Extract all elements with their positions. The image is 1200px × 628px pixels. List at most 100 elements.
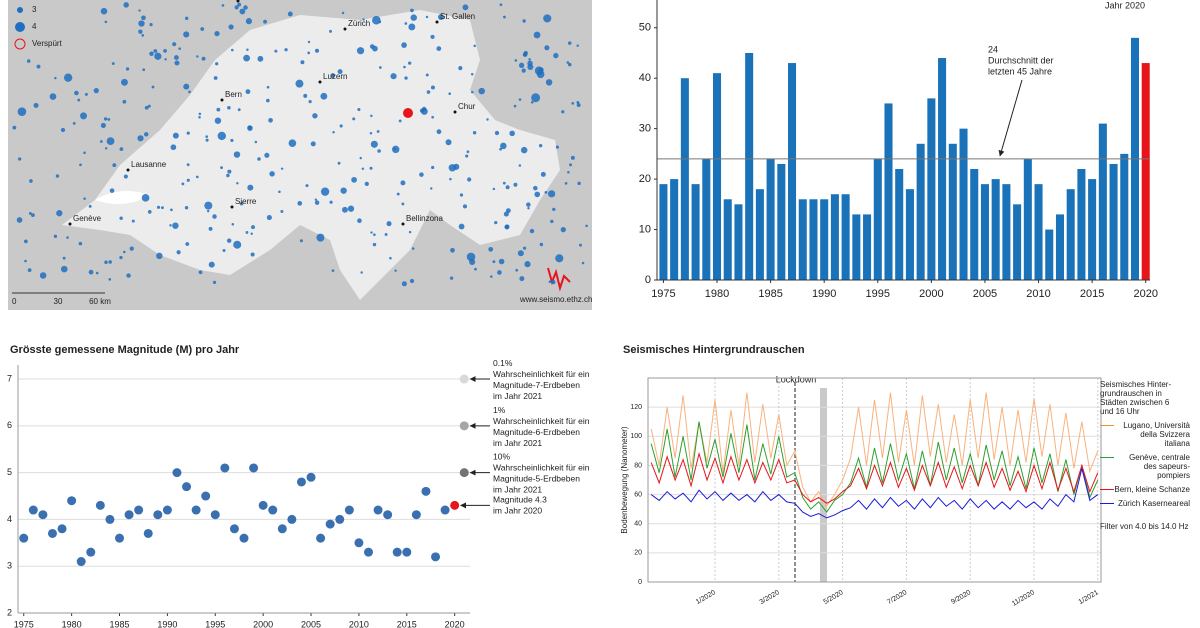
bar (927, 98, 936, 280)
quake-dot (138, 29, 143, 34)
point (115, 533, 125, 543)
annotation-line: Magnitude-5-Erdbeben (493, 474, 580, 484)
quake-dot (421, 106, 427, 112)
bar (766, 158, 775, 280)
annotation: 1% Wahrscheinlichkeit für ein Magnitude-6-… (493, 405, 590, 448)
quake-dot (370, 114, 373, 118)
bar (873, 158, 882, 280)
point (220, 463, 230, 473)
quake-dot (305, 184, 309, 188)
quake-dot (108, 278, 112, 281)
quake-dot (228, 24, 234, 30)
quake-dot (49, 93, 57, 100)
quake-dot (357, 107, 361, 112)
point (57, 524, 67, 534)
credit: www.seismo.ethz.ch (519, 295, 592, 304)
quake-dot (351, 176, 357, 183)
quake-dot (550, 219, 554, 224)
city-dot (318, 80, 322, 84)
quake-dot (246, 48, 249, 52)
quake-dot (431, 115, 434, 119)
quake-dot (198, 115, 201, 119)
quake-dot (254, 140, 258, 144)
bar (712, 73, 722, 280)
quake-dot (147, 210, 152, 214)
x-tick-label: 1/2020 (695, 589, 717, 606)
x-tick-label: 1975 (14, 619, 34, 628)
mean-value: 24 (988, 44, 998, 54)
quake-dot (394, 269, 397, 272)
quake-dot (154, 52, 162, 60)
point (95, 500, 105, 510)
quake-dot (339, 124, 343, 128)
quake-dot (502, 181, 506, 185)
point (191, 505, 201, 515)
quake-dot (340, 187, 347, 194)
quake-dot (109, 188, 115, 193)
quake-dot (393, 147, 396, 151)
quake-dot (144, 105, 149, 110)
scale-label: 60 km (89, 297, 111, 306)
quake-dot (220, 166, 223, 170)
point (459, 468, 469, 478)
bar (670, 179, 679, 280)
quake-dot (555, 254, 564, 263)
quake-dot (384, 233, 388, 236)
legend-swatch (1100, 489, 1114, 490)
bar (852, 214, 861, 280)
city-dot (453, 110, 457, 114)
mean-label: Durchschnitt der (988, 55, 1054, 65)
y-tick-label: 50 (639, 22, 651, 34)
quake-dot (332, 131, 335, 134)
quake-dot (437, 14, 444, 20)
quake-dot (205, 135, 209, 138)
quake-dot (226, 173, 230, 178)
legend: Seismisches Hinter-grundrauschen in Städt… (1100, 380, 1192, 531)
quake-dot (518, 62, 525, 68)
quake-dot (103, 117, 108, 121)
quake-dot (160, 206, 164, 210)
quake-dot (500, 142, 507, 150)
quake-dot (408, 230, 412, 234)
quake-dot (499, 147, 502, 151)
x-tick-label: 2005 (973, 288, 997, 300)
quake-dot (538, 143, 543, 148)
quake-dot (369, 166, 373, 170)
quake-dot (515, 268, 519, 272)
quake-dot (548, 280, 552, 284)
quake-dot (341, 11, 345, 15)
quake-dot (425, 15, 429, 19)
bar (1120, 153, 1129, 280)
country (62, 10, 560, 300)
city-dot (236, 0, 240, 3)
point (229, 524, 239, 534)
quake-dot (503, 211, 509, 217)
quake-dot (60, 127, 66, 133)
quake-dot (564, 182, 568, 185)
quake-dot (569, 163, 572, 167)
bar (830, 194, 839, 280)
quake-dot (503, 15, 506, 19)
quake-dot (400, 180, 406, 186)
point (431, 552, 441, 562)
point (143, 528, 153, 538)
annotation-line: Wahrscheinlichkeit für ein (493, 369, 590, 379)
quake-dot (164, 58, 167, 61)
annotation: 0.1% Wahrscheinlichkeit für ein Magnitude-… (493, 358, 590, 401)
quake-dot (239, 202, 244, 206)
quake-dot (208, 226, 213, 231)
quake-dot (108, 260, 112, 264)
quake-dot (233, 240, 242, 249)
quake-dot (401, 202, 405, 206)
city-dot (230, 205, 234, 209)
point (354, 538, 364, 548)
quake-dot (458, 223, 465, 230)
bar (1141, 63, 1150, 280)
quake-dot (226, 238, 232, 243)
quake-dot (247, 184, 254, 191)
quake-dot (141, 34, 145, 37)
x-tick-label: 9/2020 (950, 589, 972, 606)
quake-dot (176, 250, 181, 255)
quake-dot (568, 41, 572, 45)
bar (1013, 204, 1022, 280)
